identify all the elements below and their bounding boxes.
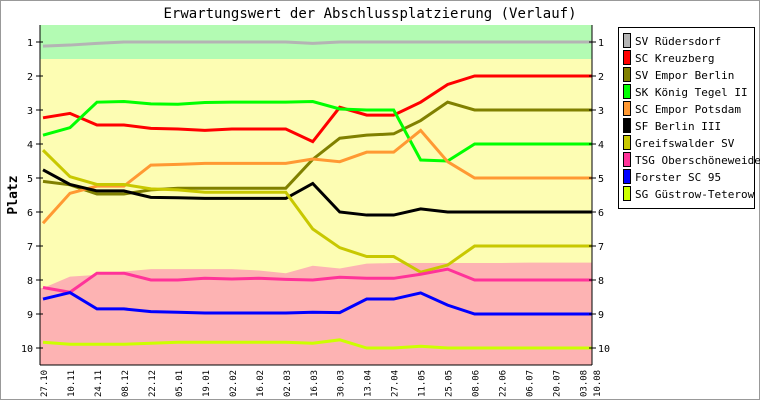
x-tick-label: 30.03 (337, 370, 347, 397)
y-tick-label-right: 5 (598, 174, 604, 185)
y-tick-label-left: 10 (21, 344, 33, 355)
y-tick-label-right: 6 (598, 208, 604, 219)
x-tick-label: 05.01 (175, 370, 185, 397)
x-tick-label: 27.04 (391, 370, 401, 397)
y-tick-label-left: 7 (27, 242, 33, 253)
x-tick-label: 11.05 (418, 370, 428, 397)
y-tick-label-right: 2 (598, 72, 604, 83)
x-tick-label: 06.07 (526, 370, 536, 397)
x-tick-label: 22.06 (499, 370, 509, 397)
y-tick-label-left: 4 (27, 140, 33, 151)
y-tick-label-left: 3 (27, 106, 33, 117)
legend-label: SV Rüdersdorf (635, 35, 721, 48)
legend-swatch (624, 68, 631, 82)
legend-label: SK König Tegel II (635, 86, 748, 99)
legend-label: Forster SC 95 (635, 171, 721, 184)
x-tick-label: 24.11 (94, 370, 104, 397)
legend-swatch (624, 187, 631, 201)
x-tick-label: 20.07 (553, 370, 563, 397)
legend-swatch (624, 119, 631, 133)
legend-swatch (624, 51, 631, 65)
chart-title: Erwartungswert der Abschlussplatzierung … (163, 6, 576, 22)
legend-label: SG Güstrow-Teterow (635, 188, 755, 201)
y-tick-label-right: 3 (598, 106, 604, 117)
legend-swatch (624, 153, 631, 167)
y-tick-label-right: 4 (598, 140, 604, 151)
x-tick-label: 13.04 (364, 370, 374, 397)
x-tick-label: 02.02 (229, 370, 239, 397)
x-tick-label: 27.10 (40, 370, 50, 397)
legend-label: Greifswalder SV (635, 137, 735, 150)
legend-swatch (624, 136, 631, 150)
legend-swatch (624, 102, 631, 116)
y-tick-label-left: 5 (27, 174, 33, 185)
y-tick-label-right: 1 (598, 38, 604, 49)
x-tick-label: 02.03 (283, 370, 293, 397)
legend-label: TSG Oberschöneweide (635, 154, 760, 167)
legend-label: SC Empor Potsdam (635, 103, 741, 116)
legend-label: SC Kreuzberg (635, 52, 714, 65)
x-tick-label: 19.01 (202, 370, 212, 397)
y-tick-label-left: 8 (27, 276, 33, 287)
legend-label: SF Berlin III (635, 120, 721, 133)
x-tick-label: 22.12 (148, 370, 158, 397)
x-tick-label: 08.12 (121, 370, 131, 397)
y-tick-label-right: 7 (598, 242, 604, 253)
y-tick-label-right: 8 (598, 276, 604, 287)
x-tick-label: 16.03 (310, 370, 320, 397)
y-axis-label: Platz (6, 175, 21, 214)
y-tick-label-left: 1 (27, 38, 33, 49)
legend-swatch (624, 34, 631, 48)
x-tick-label: 03.08 (580, 370, 590, 397)
legend-label: SV Empor Berlin (635, 69, 734, 82)
x-tick-label: 08.06 (472, 370, 482, 397)
legend-swatch (624, 85, 631, 99)
y-tick-label-right: 9 (598, 310, 604, 321)
x-tick-label: 10.08 (593, 370, 603, 397)
legend: SV Rüdersdorf SC Kreuzberg SV Empor Berlin… (619, 28, 760, 209)
y-tick-label-left: 9 (27, 310, 33, 321)
x-tick-label: 10.11 (67, 370, 77, 397)
legend-swatch (624, 170, 631, 184)
x-tick-label: 25.05 (445, 370, 455, 397)
y-tick-label-right: 10 (598, 344, 610, 355)
x-tick-label: 16.02 (256, 370, 266, 397)
y-tick-label-left: 2 (27, 72, 33, 83)
y-tick-label-left: 6 (27, 208, 33, 219)
